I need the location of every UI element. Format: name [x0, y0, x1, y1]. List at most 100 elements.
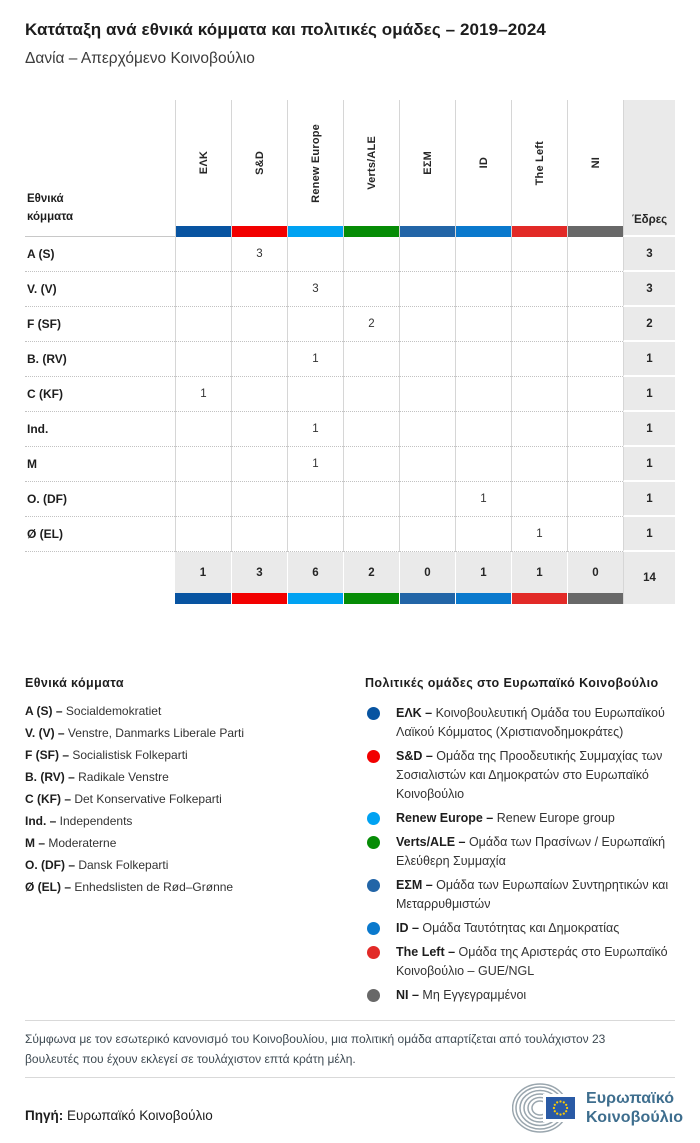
group-color-bar: [455, 593, 511, 604]
group-name: Μη Εγγεγραμμένοι: [422, 988, 527, 1002]
group-description: ΕΣΜ – Ομάδα των Ευρωπαίων Συντηρητικών κ…: [396, 876, 690, 914]
group-legend-item: Verts/ALE – Ομάδα των Πρασίνων / Ευρωπαϊ…: [365, 833, 690, 871]
hemicycle-flag-icon: [512, 1083, 580, 1133]
seat-count-cell: [287, 517, 343, 552]
seat-count-cell: [231, 377, 287, 412]
eu-flag-icon: [546, 1097, 575, 1119]
page-subtitle: Δανία – Απερχόμενο Κοινοβούλιο: [25, 50, 255, 67]
seat-count-cell: 1: [175, 377, 231, 412]
group-column-label: The Left: [533, 140, 546, 186]
group-color-bar: [288, 226, 343, 237]
party-abbr: O. (DF) –: [25, 858, 79, 872]
group-color-dot: [367, 707, 380, 720]
group-abbr: ΕΣΜ –: [396, 878, 437, 892]
group-name: Ομάδα των Ευρωπαίων Συντηρητικών και Μετ…: [396, 878, 669, 911]
party-abbr: C (KF) –: [25, 792, 75, 806]
seat-count-cell: [231, 272, 287, 307]
seat-count-cell: [511, 237, 567, 272]
group-color-bar: [399, 593, 455, 604]
group-description: ID – Ομάδα Ταυτότητας και Δημοκρατίας: [396, 919, 619, 938]
group-color-bar: [344, 226, 399, 237]
group-legend-item: Renew Europe – Renew Europe group: [365, 809, 690, 828]
party-name: Venstre, Danmarks Liberale Parti: [67, 726, 245, 740]
seat-count-cell: 1: [287, 447, 343, 482]
group-color-dot: [367, 812, 380, 825]
seat-count-cell: [287, 377, 343, 412]
party-name: Socialdemokratiet: [65, 704, 162, 718]
group-column-header: Verts/ALE: [343, 100, 399, 237]
seat-count-cell: 2: [343, 307, 399, 342]
party-legend-item: Ind. – Independents: [25, 814, 355, 828]
group-description: Verts/ALE – Ομάδα των Πρασίνων / Ευρωπαϊ…: [396, 833, 690, 871]
seat-count-cell: [511, 307, 567, 342]
seat-count-cell: [511, 377, 567, 412]
group-color-bar: [456, 226, 511, 237]
seat-count-cell: [231, 342, 287, 377]
group-abbr: NI –: [396, 988, 423, 1002]
party-total-seats-cell: 3: [623, 237, 675, 272]
seat-count-cell: [175, 482, 231, 517]
group-abbr: Verts/ALE –: [396, 835, 469, 849]
group-name: Ομάδα της Προοδευτικής Συμμαχίας των Σοσ…: [396, 749, 663, 801]
legend-groups-heading: Πολιτικές ομάδες στο Ευρωπαϊκό Κοινοβούλ…: [365, 676, 659, 690]
group-abbr: ΕΛΚ –: [396, 706, 436, 720]
seat-count-cell: [287, 307, 343, 342]
seat-count-cell: [567, 272, 623, 307]
group-total-cell: 0: [567, 552, 623, 593]
legend-political-groups: Πολιτικές ομάδες στο Ευρωπαϊκό Κοινοβούλ…: [365, 676, 690, 1010]
seats-column-header: Έδρες: [623, 100, 675, 237]
seat-count-cell: [511, 412, 567, 447]
party-name: Socialistisk Folkeparti: [72, 748, 188, 762]
group-column-header: ΕΣΜ: [399, 100, 455, 237]
row-header-label: Εθνικά κόμματα: [25, 100, 175, 237]
seat-count-cell: [399, 517, 455, 552]
party-legend-item: O. (DF) – Dansk Folkeparti: [25, 858, 355, 872]
seat-count-cell: [399, 377, 455, 412]
group-legend-item: The Left – Ομάδα της Αριστεράς στο Ευρωπ…: [365, 943, 690, 981]
totals-row-spacer: [25, 552, 175, 593]
group-name: Ομάδα των Πρασίνων / Ευρωπαϊκή Ελεύθερη …: [396, 835, 666, 868]
party-total-seats-cell: 1: [623, 517, 675, 552]
group-column-header: ΕΛΚ: [175, 100, 231, 237]
group-color-dot: [367, 879, 380, 892]
group-abbr: Renew Europe –: [396, 811, 497, 825]
group-column-label: Verts/ALE: [365, 136, 378, 190]
seat-count-cell: [287, 482, 343, 517]
seat-count-cell: [455, 272, 511, 307]
seat-count-cell: [455, 237, 511, 272]
group-name: Ομάδα Ταυτότητας και Δημοκρατίας: [422, 921, 620, 935]
seat-count-cell: [567, 447, 623, 482]
divider-top: [25, 1020, 675, 1021]
seat-count-cell: [175, 307, 231, 342]
seat-count-cell: [231, 517, 287, 552]
bar-row-spacer: [25, 593, 175, 604]
group-total-cell: 3: [231, 552, 287, 593]
group-description: NI – Μη Εγγεγραμμένοι: [396, 986, 526, 1005]
party-abbr: B. (RV) –: [25, 770, 79, 784]
party-total-seats-cell: 1: [623, 447, 675, 482]
seat-count-cell: [511, 482, 567, 517]
seat-count-cell: [343, 342, 399, 377]
party-row-label: F (SF): [25, 307, 175, 342]
party-name: Radikale Venstre: [78, 770, 169, 784]
seat-count-cell: 1: [455, 482, 511, 517]
group-color-bar: [287, 593, 343, 604]
party-legend-item: C (KF) – Det Konservative Folkeparti: [25, 792, 355, 806]
group-column-header: S&D: [231, 100, 287, 237]
group-description: ΕΛΚ – Κοινοβουλευτική Ομάδα του Ευρωπαϊκ…: [396, 704, 690, 742]
seat-count-cell: [399, 447, 455, 482]
seat-count-cell: [567, 237, 623, 272]
seat-count-cell: [175, 447, 231, 482]
seat-count-cell: [343, 517, 399, 552]
group-description: S&D – Ομάδα της Προοδευτικής Συμμαχίας τ…: [396, 747, 690, 804]
group-color-dot: [367, 989, 380, 1002]
group-abbr: ID –: [396, 921, 423, 935]
seat-count-cell: [399, 237, 455, 272]
party-row-label: O. (DF): [25, 482, 175, 517]
seat-count-cell: [567, 377, 623, 412]
group-legend-item: NI – Μη Εγγεγραμμένοι: [365, 986, 690, 1005]
grand-total-cell: 14: [623, 552, 675, 604]
seat-count-cell: [343, 237, 399, 272]
party-total-seats-cell: 1: [623, 412, 675, 447]
divider-bottom: [25, 1077, 675, 1078]
